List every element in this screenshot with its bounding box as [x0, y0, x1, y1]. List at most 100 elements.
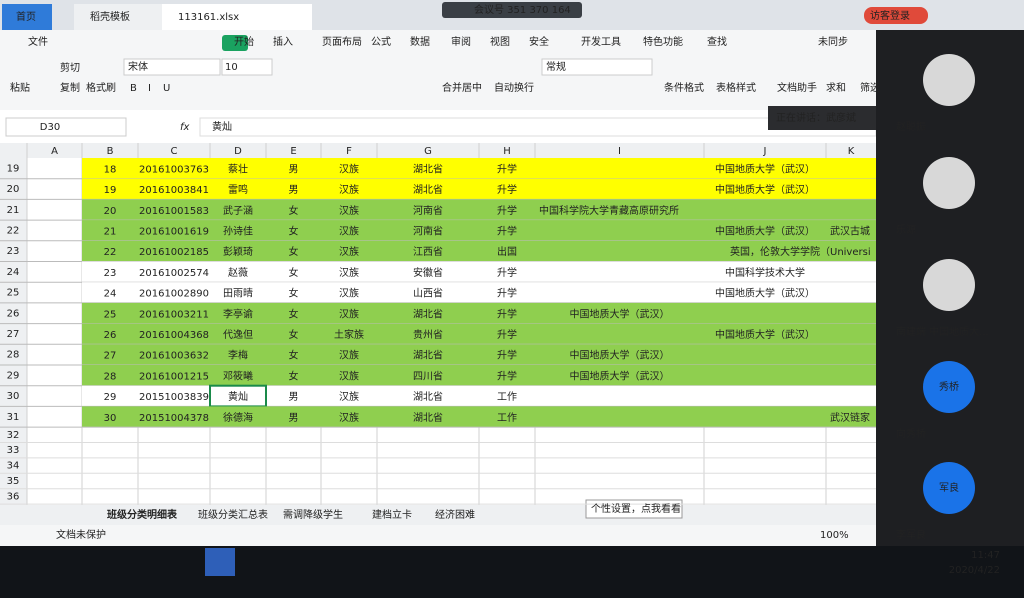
cell-text: 汉族	[339, 224, 359, 237]
sync-status: 未同步	[818, 36, 848, 48]
cell-text: 汉族	[339, 369, 359, 382]
cell-text: 河南省	[413, 224, 443, 237]
cell-text: 女	[289, 266, 299, 279]
cell-text: 汉族	[339, 204, 359, 217]
name-box-text: D30	[40, 122, 60, 133]
browser-tab-label[interactable]: 稻壳模板	[90, 10, 130, 23]
row-header: 19	[7, 163, 20, 174]
cell-text: 湖北省	[413, 307, 443, 320]
cell-text: 女	[289, 349, 299, 362]
cell-text: 武汉链家	[830, 411, 870, 424]
cell-text: 出国	[497, 245, 517, 258]
cell-text: 女	[289, 245, 299, 258]
cell-text: 升学	[497, 328, 517, 341]
avatar	[923, 157, 975, 209]
name-box[interactable]	[5, 117, 127, 137]
row-header: 26	[7, 308, 20, 319]
browser-tab-label[interactable]: 113161.xlsx	[178, 12, 239, 23]
cell-text: 30	[104, 413, 117, 424]
browser-tab-label[interactable]: 首页	[16, 10, 36, 23]
toolbar-italic[interactable]: I	[148, 83, 151, 94]
row-header: 31	[7, 412, 20, 423]
toolbar-cut[interactable]: 剪切	[60, 61, 80, 74]
row-fill	[82, 365, 876, 386]
cell-text: 中国地质大学（武汉）	[715, 328, 815, 341]
cell-text: 代逸但	[223, 329, 253, 341]
wps-taskbar-icon[interactable]	[205, 548, 235, 576]
menu-item[interactable]: 开发工具	[581, 35, 621, 48]
cell-text: 工作	[497, 391, 517, 403]
cell-text: 23	[104, 268, 117, 279]
toolbar-underline[interactable]: U	[163, 83, 170, 94]
menu-item[interactable]: 插入	[273, 35, 293, 48]
menu-item[interactable]: 文件	[28, 35, 48, 48]
browser-tab[interactable]	[2, 4, 52, 30]
menu-item[interactable]: 安全	[529, 35, 549, 48]
meeting-badge	[442, 2, 582, 18]
login-button[interactable]	[864, 7, 928, 24]
speaking-box	[768, 106, 876, 130]
toolbar-conditional[interactable]: 条件格式	[664, 81, 704, 94]
menu-item[interactable]: 公式	[371, 35, 391, 48]
menu-item[interactable]: 审阅	[451, 35, 471, 48]
cell-text: 21	[104, 226, 117, 237]
cell-text: 20161003211	[139, 309, 209, 320]
cell-text: 英国，伦敦大学学院（Universi	[730, 245, 871, 258]
cell-text: 中国地质大学（武汉）	[715, 183, 815, 196]
cell-text: 彭颖琦	[223, 245, 253, 258]
menu-item[interactable]: 数据	[410, 35, 430, 48]
cell-text: 湖北省	[413, 349, 443, 362]
toolbar-format-painter[interactable]: 格式刷	[86, 81, 116, 94]
menu-item[interactable]: 页面布局	[322, 36, 362, 48]
font-box[interactable]	[123, 58, 221, 76]
cell-text: 汉族	[339, 266, 359, 279]
participant-name: 李军良	[896, 528, 926, 541]
cell-text: 男	[289, 163, 299, 175]
toolbar-filter[interactable]: 筛选	[860, 81, 880, 94]
cell-text: 土家族	[334, 328, 364, 341]
toolbar-copy[interactable]: 复制	[60, 81, 80, 94]
toolbar-font[interactable]: 宋体	[128, 60, 148, 73]
avatar	[923, 361, 975, 413]
toolbar-wrap[interactable]: 自动换行	[494, 81, 534, 94]
sheet-tab[interactable]: 建档立卡	[372, 508, 412, 521]
cell-text: 升学	[497, 204, 517, 217]
menu-item[interactable]: 特色功能	[643, 35, 683, 48]
sheet-tab[interactable]: 班级分类明细表	[107, 508, 178, 521]
cell-text: 22	[104, 247, 117, 258]
menu-item[interactable]: 查找	[707, 35, 727, 48]
cell-text: 18	[104, 164, 117, 175]
browser-tab[interactable]	[162, 4, 312, 30]
column-header: D	[234, 146, 242, 157]
cell-text: 女	[289, 204, 299, 217]
toolbar-font-size[interactable]: 10	[225, 62, 238, 73]
clock-time: 11:47	[971, 550, 1000, 561]
toolbar-bold[interactable]: B	[130, 83, 137, 94]
toolbar-sum[interactable]: 求和	[826, 82, 846, 94]
column-header: F	[346, 146, 352, 157]
cell-text: 升学	[497, 162, 517, 175]
toolbar-merge[interactable]: 合并居中	[442, 81, 482, 94]
menu-item[interactable]: 视图	[490, 35, 510, 48]
row-fill	[82, 158, 876, 179]
column-header: K	[848, 146, 855, 157]
row-fill	[82, 406, 876, 428]
toolbar-number-format[interactable]: 常规	[546, 60, 566, 73]
start-tab-bg	[222, 35, 248, 51]
formula-text: 黄灿	[212, 120, 232, 133]
toolbar-doc-assistant[interactable]: 文档助手	[777, 81, 817, 94]
format-box[interactable]	[541, 58, 653, 76]
cell-text: 四川省	[413, 369, 443, 382]
cell-text: 女	[289, 287, 299, 300]
cell-text: 中国科学技术大学	[725, 266, 805, 279]
fx-label: fx	[180, 122, 190, 133]
column-header: H	[503, 146, 511, 157]
toolbar-table-style[interactable]: 表格样式	[716, 81, 756, 94]
cell-text: 江西省	[413, 245, 443, 258]
size-box[interactable]	[221, 58, 273, 76]
sheet-tab[interactable]: 需调降级学生	[283, 508, 343, 521]
menu-item[interactable]: 开始	[234, 35, 254, 48]
sheet-tab[interactable]: 班级分类汇总表	[198, 508, 268, 521]
toolbar-paste[interactable]: 粘贴	[10, 81, 30, 94]
sheet-tab[interactable]: 经济困难	[435, 508, 475, 521]
